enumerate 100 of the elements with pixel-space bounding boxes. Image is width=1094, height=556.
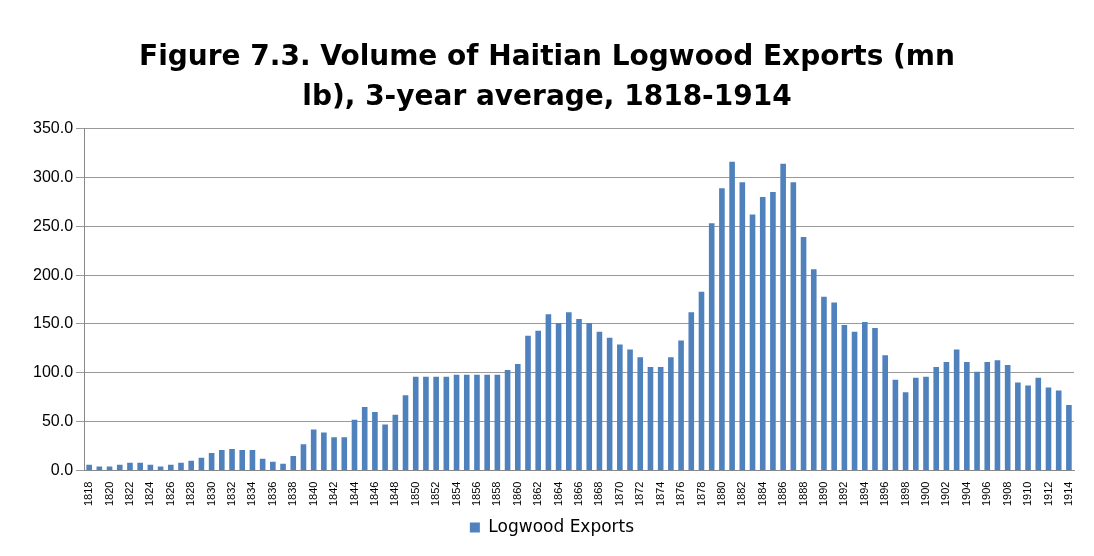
bar <box>566 312 572 471</box>
bar <box>923 376 929 471</box>
bar <box>535 330 541 471</box>
x-tick-label: 1892 <box>837 481 850 507</box>
bar <box>331 437 337 471</box>
bar <box>759 196 766 471</box>
bar <box>586 323 593 471</box>
x-tick-label: 1868 <box>592 481 605 507</box>
bar <box>708 223 715 471</box>
x-tick-label: 1822 <box>123 481 135 507</box>
x-tick-label: 1850 <box>408 481 421 507</box>
bar <box>137 462 143 471</box>
x-tick-label: 1844 <box>347 481 360 507</box>
bar <box>872 327 878 471</box>
x-tick-label: 1830 <box>204 481 217 507</box>
bar <box>474 374 480 471</box>
x-tick-label: 1908 <box>1000 481 1013 507</box>
bar <box>933 366 940 471</box>
x-tick-label: 1832 <box>225 481 238 507</box>
bar <box>300 444 307 471</box>
x-tick-label: 1828 <box>184 481 197 507</box>
bar <box>484 374 490 471</box>
x-tick-label: 1820 <box>102 481 115 507</box>
x-tick-label: 1912 <box>1041 481 1054 507</box>
bar <box>372 411 378 471</box>
bar <box>514 364 521 471</box>
bar <box>576 319 582 471</box>
x-tick-label: 1898 <box>898 481 911 507</box>
x-tick-label: 1872 <box>633 481 646 507</box>
x-tick-label: 1854 <box>449 481 462 507</box>
x-tick-label: 1818 <box>82 481 95 507</box>
bar <box>280 463 286 471</box>
x-tick-label: 1848 <box>388 481 401 507</box>
bar <box>463 374 470 471</box>
bar <box>239 450 246 471</box>
bar <box>178 462 184 471</box>
bar <box>780 163 786 471</box>
x-tick-label: 1858 <box>490 481 503 507</box>
x-tick-label: 1910 <box>1021 481 1034 507</box>
bar <box>627 349 633 471</box>
bar <box>321 432 327 471</box>
x-tick-label: 1880 <box>714 481 727 507</box>
x-tick-label: 1888 <box>796 481 809 507</box>
bar <box>770 192 776 471</box>
bar <box>1035 377 1042 471</box>
x-tick-label: 1914 <box>1061 481 1074 507</box>
x-tick-label: 1904 <box>959 481 972 507</box>
x-tick-label: 1886 <box>776 481 789 507</box>
x-tick-label: 1846 <box>367 481 380 507</box>
bar <box>412 376 419 471</box>
chart-title: Figure 7.3. Volume of Haitian Logwood Exports (mn lb), 3-year average, 1818-1914 <box>138 38 956 114</box>
bar <box>423 376 429 471</box>
bar <box>433 376 439 471</box>
bar <box>188 460 195 471</box>
bar <box>116 464 123 471</box>
bar <box>1045 387 1052 471</box>
x-tick-label: 1906 <box>980 481 993 507</box>
x-tick-label: 1824 <box>143 481 156 507</box>
bar <box>913 377 919 471</box>
bar <box>310 429 317 471</box>
bar <box>1066 405 1072 471</box>
bar <box>341 437 348 471</box>
y-tick-label: 250.0 <box>32 216 74 234</box>
bar <box>382 424 388 471</box>
x-tick-label: 1870 <box>612 481 625 507</box>
bar <box>882 355 888 471</box>
y-tick-label: 50.0 <box>41 412 74 430</box>
x-tick-label: 1856 <box>469 481 482 507</box>
x-tick-label: 1838 <box>286 481 299 507</box>
bar <box>1025 385 1031 471</box>
y-tick-label: 0.0 <box>50 460 74 478</box>
legend-label: Logwood Exports <box>488 515 635 536</box>
x-tick-label: 1900 <box>919 481 932 507</box>
bar <box>525 335 531 471</box>
y-tick-label: 350.0 <box>32 119 74 137</box>
bar <box>361 407 368 471</box>
bar <box>229 449 235 471</box>
x-tick-label: 1834 <box>245 481 258 507</box>
x-tick-label: 1874 <box>653 481 666 507</box>
bar <box>290 455 297 471</box>
bar <box>964 362 970 471</box>
x-tick-label: 1890 <box>816 481 829 507</box>
bar <box>127 462 133 471</box>
bar <box>678 340 684 471</box>
x-tick-label: 1878 <box>694 481 707 507</box>
x-tick-label: 1902 <box>939 481 952 507</box>
bar <box>1015 382 1021 471</box>
bar <box>861 322 868 471</box>
x-tick-label: 1842 <box>327 481 340 507</box>
x-tick-label: 1852 <box>429 481 442 507</box>
bar <box>219 450 225 471</box>
x-tick-label: 1884 <box>755 481 768 507</box>
y-tick-label: 300.0 <box>32 167 74 185</box>
bar <box>86 464 92 471</box>
bar <box>831 302 837 471</box>
x-tick-label: 1894 <box>857 481 870 507</box>
bar <box>974 371 980 471</box>
x-tick-label: 1876 <box>674 481 687 507</box>
y-tick-label: 150.0 <box>32 314 74 332</box>
bar <box>637 357 644 471</box>
